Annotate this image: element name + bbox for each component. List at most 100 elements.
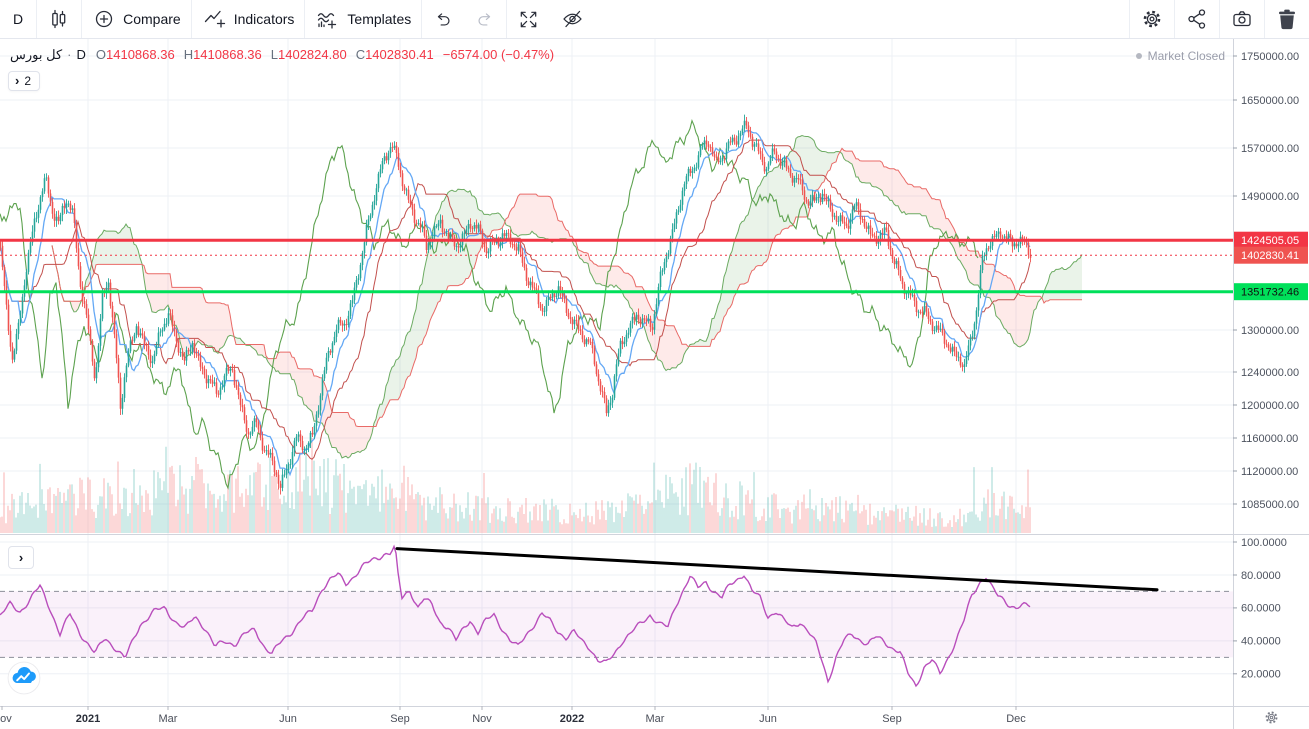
rsi-band-fill (0, 591, 1233, 658)
compare-label: Compare (123, 11, 181, 27)
share-button[interactable] (1175, 4, 1219, 34)
grid-lines (0, 38, 1233, 705)
time-axis-label: Nov (0, 713, 12, 725)
legend: كل بورس · D O1410868.36 H1410868.36 L140… (10, 47, 554, 63)
axis-tick-label: 40.0000 (1241, 636, 1281, 648)
publisher-logo[interactable] (4, 658, 44, 703)
indicators-label: Indicators (233, 11, 295, 27)
snapshot-camera-icon (1233, 11, 1251, 27)
symbol-name: كل بورس (10, 47, 63, 62)
axis-tick-label: 1120000.00 (1241, 466, 1298, 478)
toolbar-separator (1219, 0, 1220, 38)
hide-drawings-eye-icon (563, 10, 582, 28)
axis-tick-label: 1570000.00 (1241, 143, 1299, 155)
time-axis-label: Dec (1006, 713, 1026, 725)
logo-icon (7, 661, 41, 695)
market-status: Market Closed (1135, 49, 1225, 63)
rsi-trendline[interactable] (395, 547, 1159, 592)
lagging-span-line (0, 118, 979, 490)
time-axis-label: Jun (759, 713, 777, 725)
time-axis-label: 2021 (76, 713, 100, 725)
axis-tick-label: 1085000.00 (1241, 499, 1299, 511)
undo-icon (438, 13, 450, 26)
candlestick-icon (52, 9, 66, 29)
redo-icon (478, 13, 491, 26)
market-status-dot-icon (1135, 53, 1142, 59)
open-label: O (95, 47, 106, 62)
ichimoku-cloud (51, 134, 1083, 459)
delete-trash-icon (1279, 9, 1295, 30)
rsi-pane-collapse-button[interactable]: › (8, 546, 34, 569)
time-axis-label: Mar (646, 713, 665, 725)
toolbar-separator (81, 0, 83, 38)
high-label: H (183, 47, 194, 62)
axis-tick-label: 1490000.00 (1241, 191, 1299, 203)
fullscreen-button[interactable] (507, 4, 550, 34)
indicators-collapse-badge[interactable]: › 2 (8, 71, 41, 91)
time-axis[interactable]: Nov 2021 Mar Jun Sep Nov 2022 Mar Jun Sep Dec (0, 706, 1026, 725)
axis-tick-label: 1650000.00 (1241, 95, 1299, 107)
axis-tick-label: 1750000.00 (1241, 51, 1299, 63)
price-lines (0, 238, 1233, 294)
low-label: L (270, 47, 278, 62)
ohlc-values: O1410868.36 H1410868.36 L1402824.80 C140… (96, 47, 554, 62)
snapshot-button[interactable] (1220, 4, 1264, 34)
time-axis-label: Sep (882, 713, 902, 725)
horizontal-line-upper-label-text: 1424505.05 (1241, 235, 1299, 247)
templates-button[interactable]: Templates (305, 4, 421, 34)
volume-series (0, 438, 1031, 533)
toolbar-separator (421, 0, 423, 38)
close-label: C (355, 47, 366, 62)
delete-button[interactable] (1265, 4, 1309, 34)
axis-tick-label: 1300000.00 (1241, 325, 1299, 337)
price-axis-background (1233, 38, 1309, 729)
toolbar-separator (1264, 0, 1265, 38)
horizontal-line-lower-label-text: 1351732.46 (1241, 287, 1299, 299)
chevron-right-icon: › (15, 73, 20, 88)
settings-gear-icon (1143, 10, 1161, 28)
axis-tick-label: 60.0000 (1241, 603, 1281, 615)
time-axis-label: Jun (279, 713, 297, 725)
toolbar-separator (36, 0, 38, 38)
redo-button[interactable] (464, 4, 506, 34)
change-value: −6574.00 (−0.47%) (442, 47, 555, 62)
time-axis-label: 2022 (560, 713, 584, 725)
price-axis[interactable]: 1750000.00 1650000.00 1570000.00 1490000.00… (1233, 51, 1308, 681)
toolbar-separator (190, 0, 192, 38)
low-value: 1402824.80 (278, 47, 347, 62)
indicators-count: 2 (24, 73, 32, 88)
candlestick-series[interactable] (0, 114, 1032, 495)
timeframe-button[interactable]: D (0, 4, 36, 34)
fullscreen-icon (520, 11, 537, 27)
toolbar-separator (1174, 0, 1175, 38)
compare-button[interactable]: Compare (82, 4, 191, 34)
symbol-title[interactable]: كل بورس · D (10, 47, 86, 63)
axis-tick-label: 1200000.00 (1241, 400, 1299, 412)
axis-tick-label: 1160000.00 (1241, 433, 1298, 445)
time-axis-label: Sep (390, 713, 410, 725)
indicators-icon (204, 10, 225, 28)
open-value: 1410868.36 (106, 47, 175, 62)
axis-tick-label: 20.0000 (1241, 669, 1281, 681)
undo-button[interactable] (422, 4, 464, 34)
axis-settings-button[interactable] (1263, 709, 1280, 729)
rsi-pane[interactable] (0, 544, 1233, 688)
last-price-line-label (1234, 246, 1308, 264)
settings-button[interactable] (1130, 4, 1174, 34)
axis-settings-gear-icon (1265, 711, 1278, 724)
compare-plus-icon (95, 10, 113, 28)
toolbar-separator (506, 0, 508, 38)
legend-separator: · (67, 47, 72, 62)
horizontal-line-upper-label (1234, 231, 1308, 249)
templates-icon (318, 13, 337, 29)
share-icon (1188, 9, 1206, 29)
last-price-line-label-text: 1402830.41 (1241, 250, 1299, 262)
market-status-label: Market Closed (1147, 49, 1225, 63)
indicators-button[interactable]: Indicators (192, 4, 305, 34)
interval-label: D (76, 47, 86, 62)
chart-style-button[interactable] (37, 4, 81, 34)
toolbar-separator (304, 0, 306, 38)
hide-drawings-button[interactable] (550, 4, 595, 34)
